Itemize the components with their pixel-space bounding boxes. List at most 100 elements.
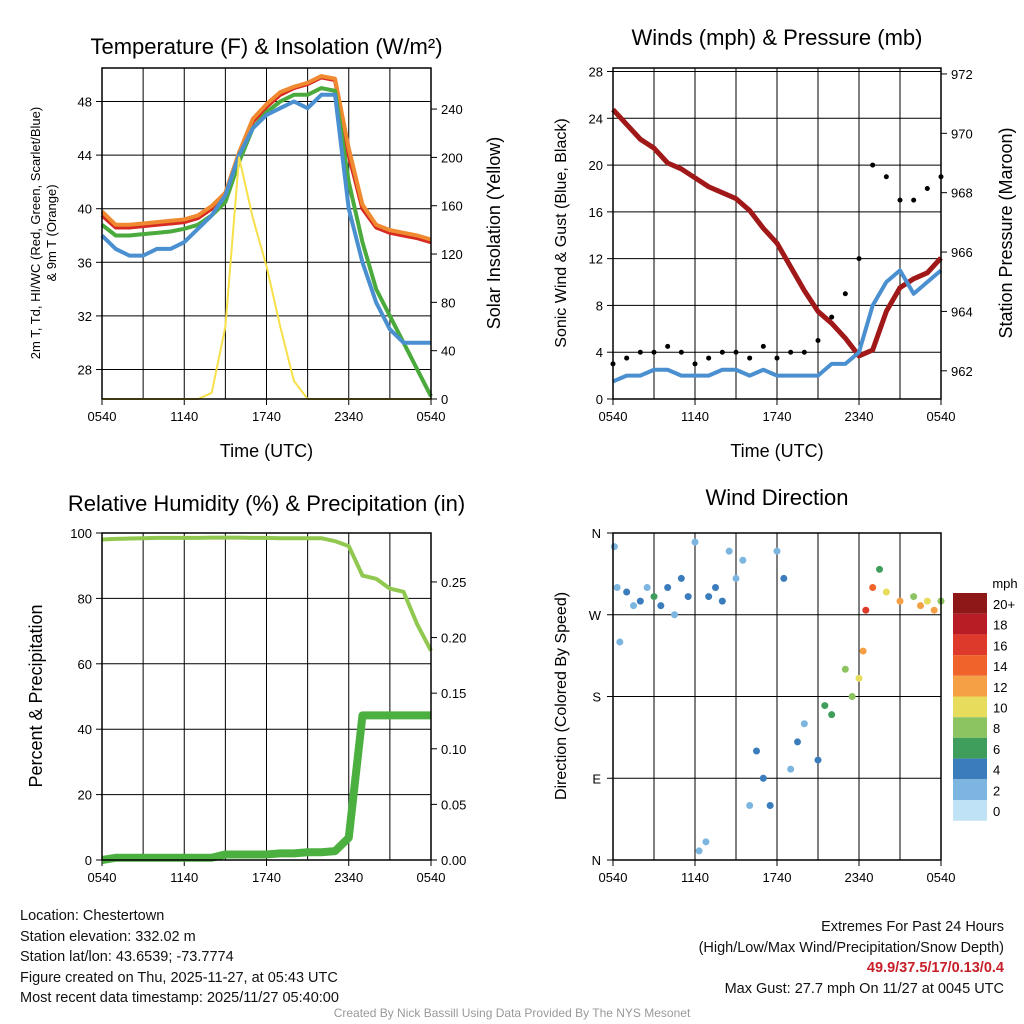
x-tick-label: 1140 [170,409,198,424]
y-tick-label: 80 [78,591,92,606]
y-tick-label: S [592,690,601,705]
wind-direction-point [882,588,890,596]
series-line-hi-wc [100,86,433,398]
x-axis-label: Time (UTC) [730,441,823,461]
y2-tick-label: 964 [951,304,973,319]
series-line-9m-t [100,74,432,242]
wind-direction-point [862,606,870,614]
legend-swatch [953,634,987,656]
y2-axis-label: Station Pressure (Maroon) [996,127,1016,338]
gust-point [733,349,739,355]
y-tick-label: 0 [85,853,92,868]
y2-tick-label: 80 [441,295,455,310]
y-tick-label: E [592,771,601,786]
plot-frame [612,67,942,400]
gust-point [678,349,684,355]
gust-point [706,355,712,361]
wind-direction-point [739,556,747,564]
legend-swatch [953,613,987,635]
y2-tick-label: 0.25 [441,575,466,590]
y2-tick-label: 200 [441,150,463,165]
y2-tick-label: 966 [951,245,973,260]
y2-tick-label: 160 [441,199,463,214]
gust-point [883,174,889,180]
x-tick-label: 1740 [763,409,792,424]
x-tick-label: 0540 [599,409,628,424]
wind-direction-point [616,638,624,646]
y-tick-label: 20 [589,158,603,173]
latlon-text: Station lat/lon: 43.6539; -73.7774 [20,949,234,965]
wind-direction-point [636,597,644,605]
legend-swatch [953,779,987,800]
y-tick-label: 8 [596,298,603,313]
gust-point [870,162,876,168]
wind-direction-point [923,597,931,605]
legend-swatch [953,800,987,821]
legend-swatch [953,717,987,738]
x-tick-label: 1740 [252,409,281,424]
y-tick-label: 44 [78,148,92,163]
wind-direction-point [800,720,808,728]
gust-point [842,291,848,297]
gust-point [637,349,643,355]
wind-direction-point [780,574,788,582]
gust-point [774,355,780,361]
y2-tick-label: 0 [441,392,448,407]
legend-label: 4 [993,763,1000,778]
wind-direction-point [630,602,637,610]
extremes-subtitle: (High/Low/Max Wind/Precipitation/Snow De… [698,939,1004,956]
wind-direction-point [821,702,829,710]
wind-direction-point [759,774,767,782]
legend-label: 14 [993,659,1007,674]
x-tick-label: 1140 [681,409,709,424]
y-tick-label: W [589,608,602,623]
gust-point [624,355,630,361]
wind-direction-point [910,593,918,601]
legend-label: 16 [993,638,1007,653]
wind-direction-point [613,584,621,591]
y2-tick-label: 0.15 [441,686,466,701]
x-tick-label: 0540 [927,870,956,885]
gust-point [897,197,903,203]
chart-title: Winds (mph) & Pressure (mb) [632,25,923,50]
y2-axis-label: Solar Insolation (Yellow) [484,137,504,329]
gust-point [760,343,766,349]
gust-point [829,314,835,320]
wind-direction-point [664,584,672,591]
wind-direction-point [691,538,699,546]
wind-direction-point [859,647,867,655]
legend-swatch [953,758,987,780]
x-tick-label: 2340 [845,409,874,424]
y2-tick-label: 970 [951,126,973,141]
gust-point [924,185,930,191]
wind-direction-point [930,606,938,614]
x-tick-label: 2340 [334,409,363,424]
x-tick-label: 1740 [763,870,792,885]
x-tick-label: 2340 [334,870,363,885]
wind-direction-point [705,593,713,601]
wind-direction-point [712,584,719,591]
wind-direction-point [725,547,733,555]
legend-swatch [953,593,987,614]
legend-swatch [953,675,987,697]
plot-frame [101,67,432,400]
max-gust-text: Max Gust: 27.7 mph On 11/27 at 0045 UTC [724,980,1004,997]
wind-direction-point [773,547,781,555]
wind-direction-point [657,602,665,610]
wind-direction-point [643,584,651,591]
x-tick-label: 2340 [845,870,874,885]
chart-title: Temperature (F) & Insolation (W/m²) [90,34,442,59]
legend-label: 8 [993,721,1000,736]
y-tick-label: 100 [70,526,92,541]
chart-title: Relative Humidity (%) & Precipitation (i… [68,491,465,516]
wind-direction-point [610,543,618,551]
y-axis-label: Percent & Precipitation [26,604,46,787]
legend-swatch [953,737,987,759]
wind-direction-point [746,802,754,809]
y2-tick-label: 0.20 [441,631,466,646]
legend-label: 6 [993,742,1000,757]
x-tick-label: 0540 [88,870,117,885]
wind-direction-point [876,565,883,573]
elevation-text: Station elevation: 332.02 m [20,928,196,945]
